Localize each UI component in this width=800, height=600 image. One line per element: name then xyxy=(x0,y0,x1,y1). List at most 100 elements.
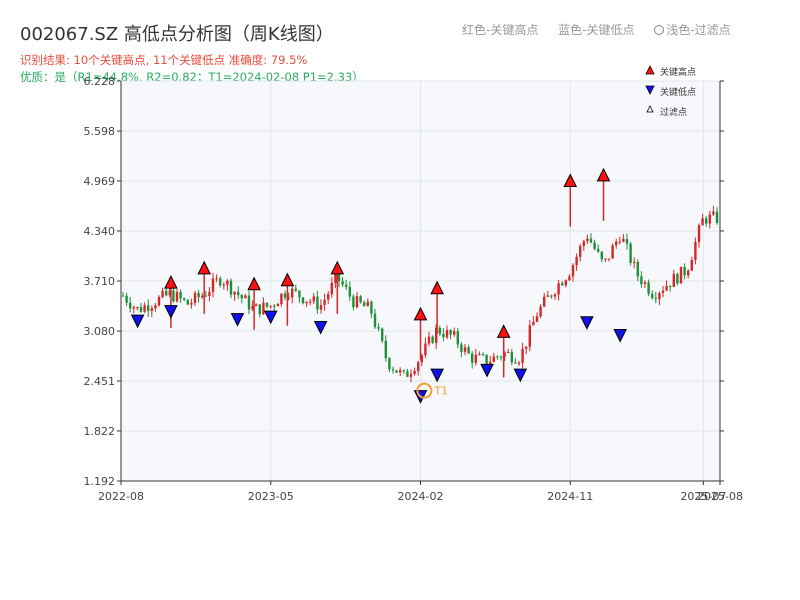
y-tick-label: 1.192 xyxy=(84,475,116,488)
candle-body xyxy=(481,354,485,356)
key-low-marker xyxy=(313,321,328,335)
candle-body xyxy=(147,305,150,311)
legend-filtered-icon xyxy=(646,105,654,113)
candle-body xyxy=(557,283,560,295)
candle-body xyxy=(323,299,326,306)
candle-body xyxy=(211,278,215,293)
candle-body xyxy=(309,301,312,303)
legend-high-icon xyxy=(645,65,655,75)
candle-body xyxy=(208,292,211,296)
key-high-marker xyxy=(280,272,295,287)
candle-body xyxy=(406,371,409,377)
candle-body xyxy=(445,330,449,338)
legend-light-item: 浅色-过滤点 xyxy=(654,23,746,37)
candle-body xyxy=(298,290,301,298)
candle-body xyxy=(424,343,427,356)
candle-body xyxy=(600,251,603,260)
candle-body xyxy=(499,356,503,358)
candle-body xyxy=(391,369,395,371)
candle-body xyxy=(139,307,143,312)
candle-body xyxy=(157,296,161,306)
candle-body xyxy=(431,336,434,343)
candle-body xyxy=(283,293,287,298)
legend-light-text: 浅色-过滤点 xyxy=(666,23,731,37)
x-tick-label: 2024-11 xyxy=(547,490,593,503)
candle-body xyxy=(535,316,539,322)
candle-body xyxy=(287,297,290,299)
candle-body xyxy=(489,361,492,365)
candle-body xyxy=(449,330,452,335)
candle-body xyxy=(622,238,625,242)
candle-body xyxy=(543,296,546,307)
candle-body xyxy=(366,301,369,307)
candle-body xyxy=(507,352,510,354)
key-low-marker xyxy=(130,314,145,329)
candle-body xyxy=(359,296,362,303)
candle-body xyxy=(672,273,675,287)
candle-body xyxy=(258,304,261,315)
candle-body xyxy=(240,295,243,299)
candle-body xyxy=(575,256,578,266)
candle-body xyxy=(197,292,200,298)
candle-body xyxy=(435,327,438,343)
candle-body xyxy=(579,246,582,257)
result-summary: 识别结果: 10个关键高点, 11个关键低点 准确度: 79.5% xyxy=(20,53,308,67)
candle-body xyxy=(607,258,611,260)
candle-body xyxy=(305,301,308,304)
candle-body xyxy=(478,354,481,356)
candle-body xyxy=(661,290,665,294)
candle-body xyxy=(694,242,697,260)
candle-body xyxy=(399,370,402,373)
candle-body xyxy=(517,362,521,364)
candle-body xyxy=(370,301,373,314)
candle-body xyxy=(247,295,251,310)
candle-body xyxy=(345,284,348,287)
x-tick-label: 2022-08 xyxy=(98,490,144,503)
candle-body xyxy=(683,266,686,276)
y-tick-label: 1.822 xyxy=(84,425,116,438)
candle-body xyxy=(244,295,247,299)
candle-body xyxy=(388,357,391,370)
candle-body xyxy=(251,305,254,310)
candle-body xyxy=(348,286,351,297)
x-tick-label: 2023-05 xyxy=(248,490,294,503)
candle-body xyxy=(636,261,639,277)
circle-icon xyxy=(654,25,665,35)
candle-body xyxy=(201,295,204,298)
candle-body xyxy=(528,325,531,347)
candle-body xyxy=(222,284,225,286)
candle-body xyxy=(615,241,618,246)
candle-body xyxy=(183,298,186,300)
candle-body xyxy=(229,280,233,295)
candle-body xyxy=(665,285,668,291)
y-tick-label: 6.228 xyxy=(84,75,116,88)
candle-body xyxy=(215,278,218,280)
candle-body xyxy=(402,370,405,372)
candle-body xyxy=(708,214,711,224)
candle-body xyxy=(647,282,650,294)
candle-body xyxy=(532,321,535,326)
candle-body xyxy=(701,218,704,226)
candle-body xyxy=(319,305,323,310)
candle-body xyxy=(474,354,477,363)
key-low-marker xyxy=(580,316,594,330)
candle-body xyxy=(442,333,445,338)
candle-body xyxy=(150,308,153,311)
key-high-marker xyxy=(430,280,444,295)
y-tick-label: 2.451 xyxy=(84,375,116,388)
x-tick-label: 2024-02 xyxy=(398,490,444,503)
key-low-marker xyxy=(263,310,278,325)
candle-body xyxy=(129,302,132,309)
key-low-marker xyxy=(480,363,494,378)
candle-body xyxy=(121,295,125,297)
y-tick-label: 3.080 xyxy=(84,325,116,338)
candle-body xyxy=(219,278,222,286)
candle-body xyxy=(413,371,416,374)
candle-body xyxy=(604,258,607,260)
candle-body xyxy=(255,304,258,306)
candle-body xyxy=(334,274,337,283)
candles xyxy=(121,205,719,383)
candle-body xyxy=(341,281,344,285)
